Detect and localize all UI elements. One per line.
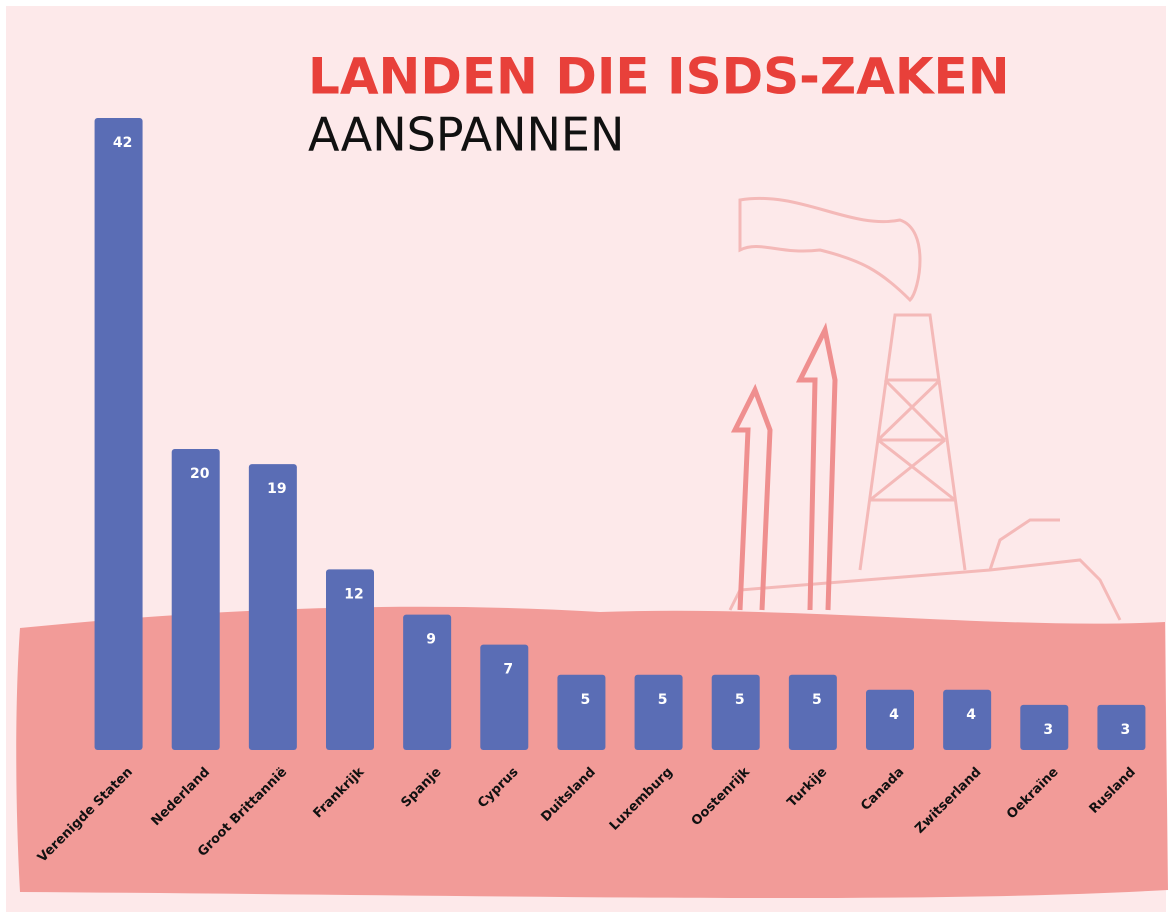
- value-label: 4: [966, 707, 976, 723]
- bar: [1020, 704, 1069, 750]
- bar: [94, 118, 143, 750]
- bar: [788, 674, 837, 750]
- value-label: 5: [581, 692, 591, 708]
- bar: [943, 689, 992, 750]
- value-label: 4: [889, 707, 899, 723]
- bar: [480, 644, 529, 750]
- value-label: 3: [1121, 722, 1131, 738]
- ground: [16, 606, 1168, 899]
- value-label: 19: [267, 481, 286, 497]
- value-label: 9: [426, 632, 436, 648]
- bar: [403, 614, 452, 750]
- bar: [326, 569, 374, 750]
- bar: [634, 674, 683, 750]
- bar: [1097, 704, 1146, 750]
- value-label: 20: [190, 466, 210, 482]
- value-label: 5: [812, 692, 822, 708]
- value-label: 7: [503, 662, 513, 678]
- value-label: 3: [1043, 722, 1053, 738]
- bar: [248, 464, 297, 750]
- bar: [711, 674, 760, 750]
- chart-title: LANDEN DIE ISDS-ZAKEN: [308, 48, 1010, 106]
- bar: [557, 674, 606, 750]
- value-label: 5: [658, 692, 668, 708]
- chart-subtitle: AANSPANNEN: [308, 108, 624, 162]
- bar: [866, 689, 914, 750]
- bar: [171, 449, 220, 750]
- value-label: 5: [735, 692, 745, 708]
- value-label: 42: [113, 135, 132, 151]
- oil-rig-illustration: [728, 196, 1122, 621]
- value-label: 12: [344, 586, 363, 602]
